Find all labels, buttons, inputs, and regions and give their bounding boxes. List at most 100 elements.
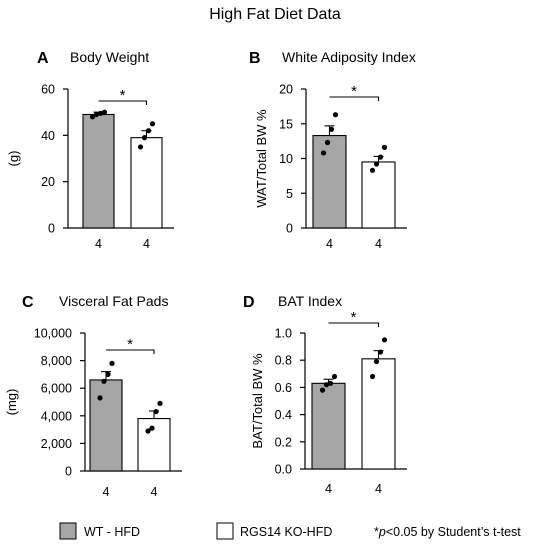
data-point (332, 112, 339, 118)
legend-swatch-wt (59, 522, 77, 540)
category-label: 4 (95, 237, 102, 251)
y-tick-label: 0 (286, 222, 293, 236)
data-point (101, 109, 108, 115)
significance-marker: * (351, 83, 357, 100)
y-tick-label: 0 (48, 222, 55, 236)
footnote-suffix: <0.05 by Student’s t-test (386, 525, 521, 539)
bar-ko (361, 161, 396, 229)
y-tick-label: 20 (41, 175, 55, 189)
significance-bracket (328, 322, 380, 327)
panel-a: A Body Weight (g) 0 20 40 60 4 4 * (6, 49, 174, 251)
category-label: 4 (325, 482, 332, 496)
panel-title: Body Weight (70, 49, 149, 65)
y-tick-label: 8,000 (41, 354, 72, 368)
data-point (319, 387, 326, 393)
y-tick-label: 0.8 (275, 354, 292, 368)
data-point (141, 135, 148, 141)
category-label: 4 (103, 485, 110, 499)
y-tick-label: 6,000 (41, 382, 72, 396)
category-label: 4 (375, 482, 382, 496)
data-point (381, 337, 388, 343)
data-point (381, 144, 388, 150)
y-axis-label: BAT/Total BW % (250, 353, 265, 449)
data-point (373, 161, 380, 167)
panel-title: Visceral Fat Pads (59, 293, 168, 309)
data-point (323, 382, 330, 388)
bar-ko (130, 137, 163, 229)
y-axis-label: WAT/Total BW % (254, 109, 269, 208)
y-axis-label: (g) (6, 151, 21, 167)
data-point (93, 111, 100, 118)
bar-wt (311, 382, 346, 470)
panel-c: C Visceral Fat Pads (mg) 0 2,000 4,000 6,000 8,… (4, 293, 182, 499)
y-tick-label: 20 (279, 83, 293, 97)
data-point (97, 110, 104, 116)
bar-wt (312, 135, 347, 229)
legend-swatch-ko (216, 522, 234, 540)
legend-label-wt: WT - HFD (84, 525, 140, 539)
y-tick-label: 0.4 (275, 408, 292, 422)
data-point (320, 150, 327, 156)
legend: WT - HFD RGS14 KO-HFD *p<0.05 by Student… (59, 522, 521, 540)
y-tick-label: 0.2 (275, 435, 292, 449)
significance-marker: * (351, 309, 357, 326)
significance-marker: * (127, 336, 133, 353)
y-tick-label: 0.6 (275, 381, 292, 395)
data-point (145, 128, 152, 134)
data-point (105, 371, 111, 377)
y-tick-label: 15 (279, 117, 293, 131)
data-point (369, 373, 376, 380)
bar-wt (89, 379, 123, 472)
panel-letter: D (243, 294, 255, 311)
data-point (97, 395, 103, 401)
data-point (89, 114, 96, 120)
footnote-prefix: * (374, 525, 379, 539)
y-tick-label: 2,000 (41, 437, 72, 451)
bar-ko (137, 418, 171, 472)
data-point (109, 360, 115, 366)
footnote-significance: *p<0.05 by Student’s t-test (374, 525, 521, 539)
data-point (324, 139, 331, 146)
panel-b: B White Adiposity Index WAT/Total BW % 0 5 10… (249, 49, 416, 251)
panel-title: BAT Index (278, 293, 342, 309)
data-point (377, 154, 384, 160)
category-label: 4 (151, 485, 158, 499)
footnote-p: p (378, 525, 386, 539)
y-tick-label: 0 (65, 465, 72, 479)
panel-letter: C (22, 294, 34, 311)
data-point (373, 358, 380, 365)
category-label: 4 (326, 237, 333, 251)
data-point (149, 425, 155, 431)
data-point (149, 121, 156, 127)
bar-wt (82, 113, 115, 229)
bar-ko (361, 358, 396, 470)
panel-d: D BAT Index BAT/Total BW % 0.0 0.2 0.4 0.6 0.8 1… (243, 293, 407, 496)
legend-label-ko: RGS14 KO-HFD (240, 525, 332, 539)
panel-letter: B (249, 50, 261, 67)
data-point (328, 126, 335, 132)
figure-title: High Fat Diet Data (209, 6, 341, 23)
significance-bracket (98, 100, 148, 105)
y-tick-label: 40 (41, 129, 55, 143)
panel-title: White Adiposity Index (282, 49, 416, 65)
significance-marker: * (120, 87, 126, 104)
y-axis-label: (mg) (4, 389, 19, 416)
y-tick-label: 10 (279, 152, 293, 166)
data-point (153, 409, 159, 415)
category-label: 4 (143, 237, 150, 251)
y-tick-label: 10,000 (34, 327, 72, 341)
y-tick-label: 4,000 (41, 409, 72, 423)
data-point (137, 144, 144, 150)
significance-bracket (329, 96, 380, 101)
data-point (369, 167, 376, 173)
significance-bracket (106, 349, 155, 354)
data-point (377, 349, 384, 355)
category-label: 4 (375, 237, 382, 251)
data-point (101, 378, 107, 384)
data-point (145, 428, 151, 434)
y-tick-label: 1.0 (275, 327, 292, 341)
data-point (157, 400, 163, 406)
data-point (331, 373, 338, 380)
y-tick-label: 0.0 (275, 463, 292, 477)
